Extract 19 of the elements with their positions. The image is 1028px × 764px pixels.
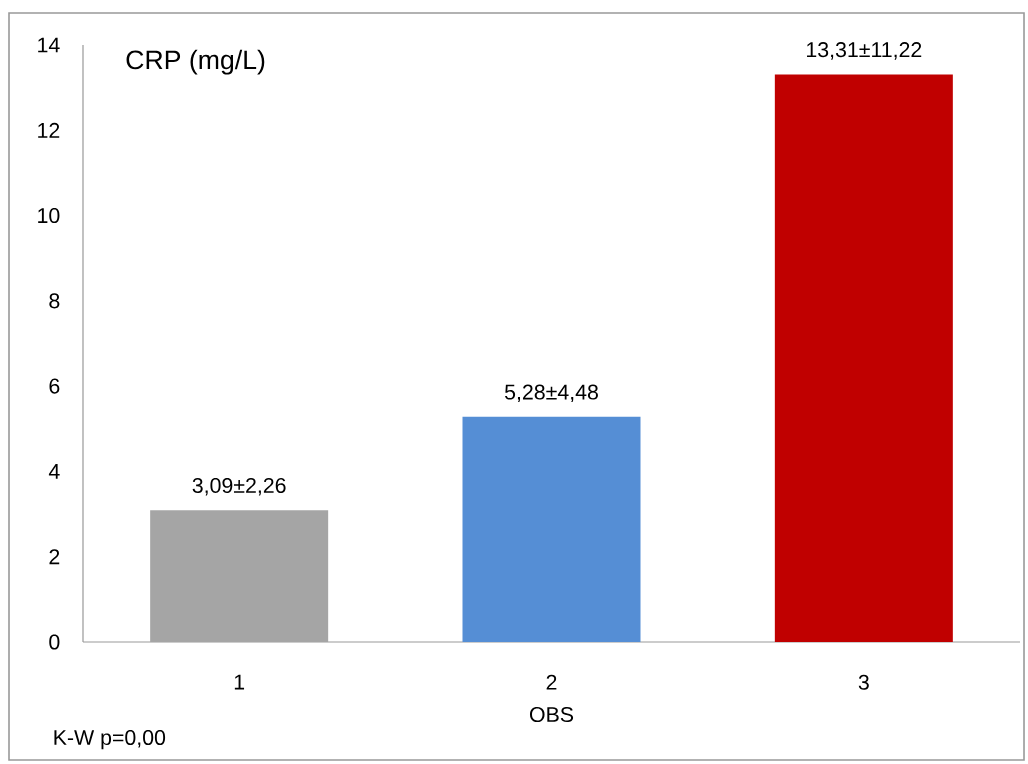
x-axis-title: OBS [529, 706, 574, 723]
y-tick-label: 8 [49, 293, 60, 309]
y-tick-label: 4 [48, 464, 60, 479]
bar [462, 416, 641, 642]
y-tick-label: 0 [49, 634, 60, 650]
data-label: 13,31±11,22 [807, 42, 922, 60]
y-tick-label: 10 [38, 208, 60, 224]
chart-title: CRP (mg/L) [126, 49, 265, 75]
bar [774, 74, 953, 642]
y-tick-label: 12 [38, 122, 60, 138]
x-tick-label: 3 [858, 674, 869, 690]
text: K-W p=0,00 [54, 729, 166, 750]
y-tick-label: 2 [49, 549, 60, 565]
data-label: 3,09±2,26 [192, 477, 286, 496]
y-tick-label: 6 [49, 378, 60, 394]
x-tick-label: 2 [546, 674, 557, 690]
x-tick-label: 1 [234, 674, 245, 690]
y-tick-label: 14 [38, 37, 60, 53]
data-label: 5,28±4,48 [504, 384, 598, 403]
